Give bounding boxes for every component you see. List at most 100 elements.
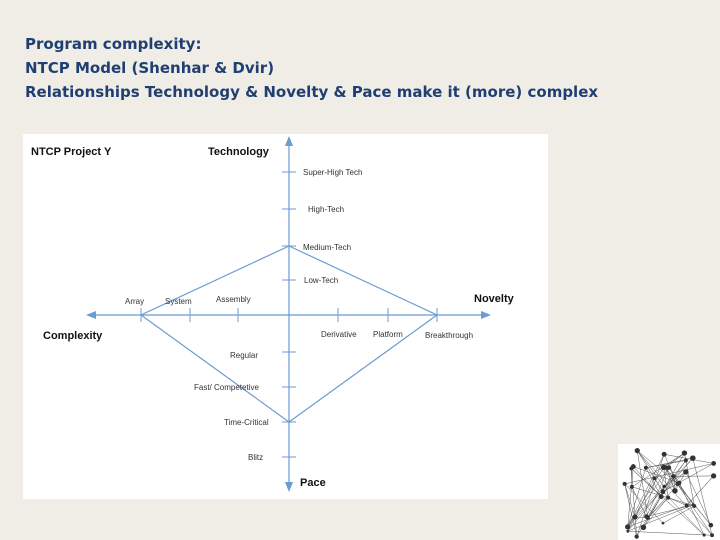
network-node [671,474,676,479]
network-node [690,455,696,461]
network-node [661,521,665,525]
axis-label: Novelty [474,293,515,305]
network-node [662,484,667,489]
network-edge [637,450,665,487]
level-label: Assembly [216,295,251,304]
network-edge [627,466,634,527]
network-node [711,461,717,466]
network-edge [624,483,637,537]
network-edge [624,463,714,485]
network-edge [673,460,687,477]
network-node [634,447,640,454]
network-edge [647,497,669,519]
level-label: Regular [230,351,258,360]
level-label: High-Tech [308,205,344,214]
project-label: NTCP Project Y [31,146,112,158]
network-edge [627,457,693,528]
level-label: Fast/ Competetive [194,383,259,392]
network-edge [637,450,649,518]
network-node [665,495,671,500]
network-edge [662,505,695,524]
network-node [691,503,695,507]
network-node [643,465,648,470]
network-edge [663,454,678,484]
network-node [622,481,627,486]
network-edge [665,467,713,536]
network-node [629,484,634,489]
network-node [672,488,678,494]
network-node [684,503,689,508]
network-node [676,480,682,486]
network-node [683,469,689,475]
network-node [630,464,636,470]
network-edge [631,468,705,536]
network-node [663,465,669,470]
axis-label: Technology [208,146,270,158]
network-node [640,524,647,531]
network-node [661,451,667,457]
network-node [632,514,638,520]
project-diamond [139,245,439,423]
arrow [86,311,96,319]
network-edge [624,483,664,524]
network-edge [627,476,674,532]
network-node [710,473,717,479]
network-edge [662,491,705,536]
network-edge [627,454,665,527]
network-node [658,494,664,500]
level-label: Medium-Tech [303,243,351,252]
network-node [626,529,630,533]
network-edge [663,457,694,493]
level-label: Derivative [321,330,357,339]
network-node [681,450,688,456]
network-edge [631,452,685,488]
network-node [683,458,688,463]
network-edge [663,467,669,498]
arrow [481,311,491,319]
network-edge [643,497,669,528]
network-decoration [618,444,720,540]
network-edge [627,530,713,536]
network-node [660,489,666,494]
network-edge [663,476,674,487]
network-edge [645,467,662,497]
title-line: Program complexity: [25,35,201,53]
level-label: Blitz [248,453,263,462]
axis-label: Complexity [43,330,103,342]
network-edge [637,450,678,484]
network-edge [631,486,647,517]
network-edge [646,467,670,517]
network-node [708,522,714,528]
network-edge [667,497,687,506]
network-node [644,514,649,519]
network-edge [636,454,665,537]
network-edge [667,497,695,507]
level-label: Low-Tech [304,276,338,285]
network-edge [686,475,714,506]
arrow [285,482,293,492]
network-node [710,533,714,538]
network-edge [665,467,676,491]
network-edge [627,504,694,532]
network-node [625,524,631,530]
level-label: System [165,297,192,306]
network-edge [633,466,680,484]
level-label: Array [125,297,144,306]
network-node [634,534,639,539]
axis-label: Pace [300,477,326,489]
network-edge [673,475,714,477]
network-node [652,476,657,481]
network-edge [624,483,636,518]
level-label: Super-High Tech [303,168,362,177]
network-node [702,533,706,537]
title-line: NTCP Model (Shenhar & Dvir) [25,59,274,77]
arrow [285,136,293,146]
network-edge [634,486,665,518]
axes [86,136,491,492]
diagram-panel [23,134,548,499]
network-edge [634,478,655,518]
title-line: Relationships Technology & Novelty & Pac… [25,83,598,101]
level-label: Time-Critical [224,418,269,427]
level-label: Breakthrough [425,331,473,340]
